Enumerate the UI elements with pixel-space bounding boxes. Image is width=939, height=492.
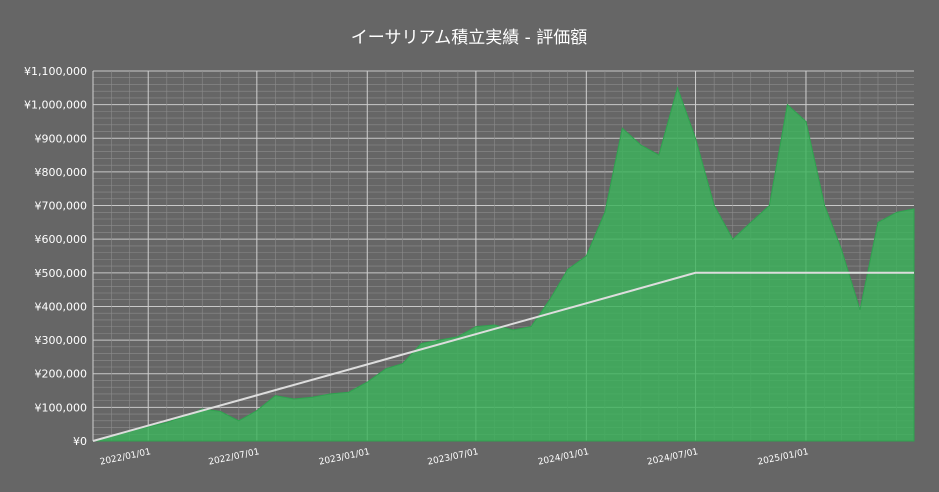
y-tick-label: ¥0	[73, 435, 87, 448]
x-tick-label: 2022/07/01	[208, 447, 261, 468]
y-tick-label: ¥600,000	[35, 233, 88, 246]
y-tick-label: ¥400,000	[35, 300, 88, 313]
y-tick-label: ¥900,000	[35, 132, 88, 145]
y-tick-label: ¥200,000	[35, 368, 88, 381]
y-tick-label: ¥700,000	[35, 200, 88, 213]
y-tick-label: ¥500,000	[35, 267, 88, 280]
x-tick-label: 2024/07/01	[646, 447, 699, 468]
area-series-valuation	[92, 86, 915, 442]
chart-series-layer	[92, 86, 915, 442]
y-tick-label: ¥1,000,000	[24, 99, 87, 112]
x-tick-label: 2023/01/01	[318, 447, 371, 468]
y-axis-tick-labels: ¥0 ¥100,000 ¥200,000 ¥300,000 ¥400,000 ¥500,0…	[24, 65, 87, 448]
x-tick-label: 2023/07/01	[427, 447, 480, 468]
y-tick-label: ¥1,100,000	[24, 65, 87, 78]
x-tick-label: 2025/01/01	[757, 447, 810, 468]
y-tick-label: ¥800,000	[35, 166, 88, 179]
y-tick-label: ¥300,000	[35, 334, 88, 347]
y-tick-label: ¥100,000	[35, 401, 88, 414]
x-axis-tick-labels: 2022/01/01 2022/07/01 2023/01/01 2023/07/01…	[99, 447, 810, 468]
x-tick-label: 2022/01/01	[99, 447, 152, 468]
chart-title: イーサリアム積立実績 - 評価額	[351, 28, 587, 48]
x-tick-label: 2024/01/01	[537, 447, 590, 468]
line-series-cumulative-investment	[92, 271, 914, 442]
